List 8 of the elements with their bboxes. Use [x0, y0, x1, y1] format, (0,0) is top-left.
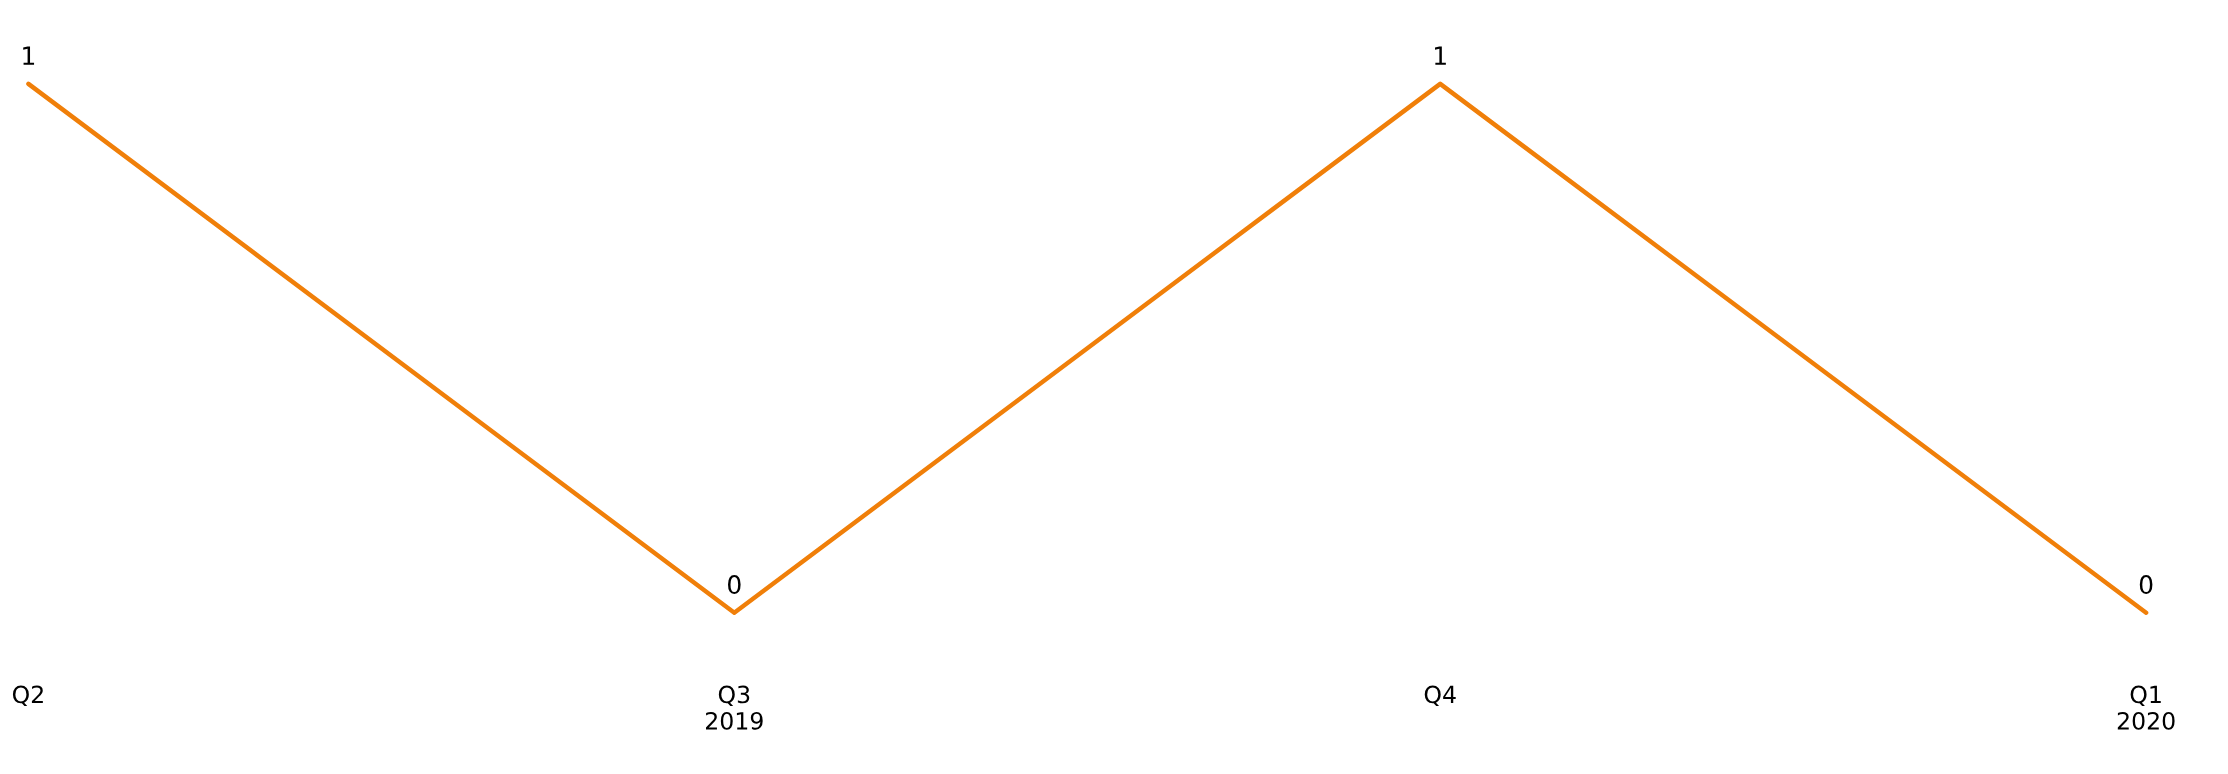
- data-label: 1: [1435, 46, 1446, 65]
- x-tick-label: Q2: [12, 685, 43, 707]
- x-tick-label: Q4: [1424, 685, 1456, 707]
- data-label: 0: [728, 575, 741, 595]
- data-label: 0: [2139, 575, 2153, 595]
- x-tick-label: Q1 2020: [2117, 685, 2175, 730]
- data-label: 1: [23, 46, 35, 65]
- x-tick-label: Q3 2019: [706, 685, 763, 730]
